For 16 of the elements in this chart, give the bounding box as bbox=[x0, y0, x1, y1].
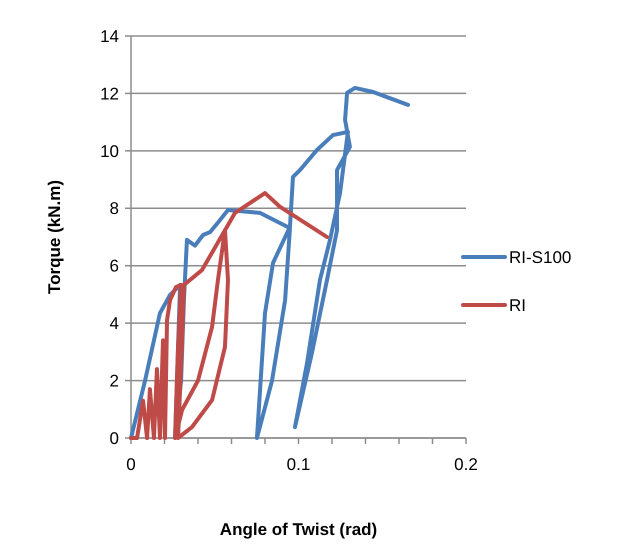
y-tick-label: 6 bbox=[110, 256, 119, 276]
y-tick-label: 0 bbox=[110, 428, 119, 448]
y-axis-title: Torque (kN.m) bbox=[45, 180, 64, 294]
y-tick-label: 12 bbox=[100, 84, 119, 104]
x-tick-label: 0.2 bbox=[454, 455, 478, 474]
x-tick-label: 0 bbox=[126, 455, 136, 474]
y-tick-label: 2 bbox=[110, 372, 119, 391]
y-tick-label: 10 bbox=[100, 142, 119, 161]
legend-label: RI-S100 bbox=[509, 248, 572, 267]
line-series bbox=[129, 191, 329, 440]
y-tick-label: 8 bbox=[110, 199, 119, 218]
y-tick-label: 14 bbox=[100, 26, 119, 46]
legend-label: RI bbox=[509, 296, 526, 315]
x-tick-label: 0.1 bbox=[286, 455, 310, 474]
x-axis-title: Angle of Twist (rad) bbox=[220, 520, 378, 539]
y-tick-label: 4 bbox=[110, 314, 119, 334]
